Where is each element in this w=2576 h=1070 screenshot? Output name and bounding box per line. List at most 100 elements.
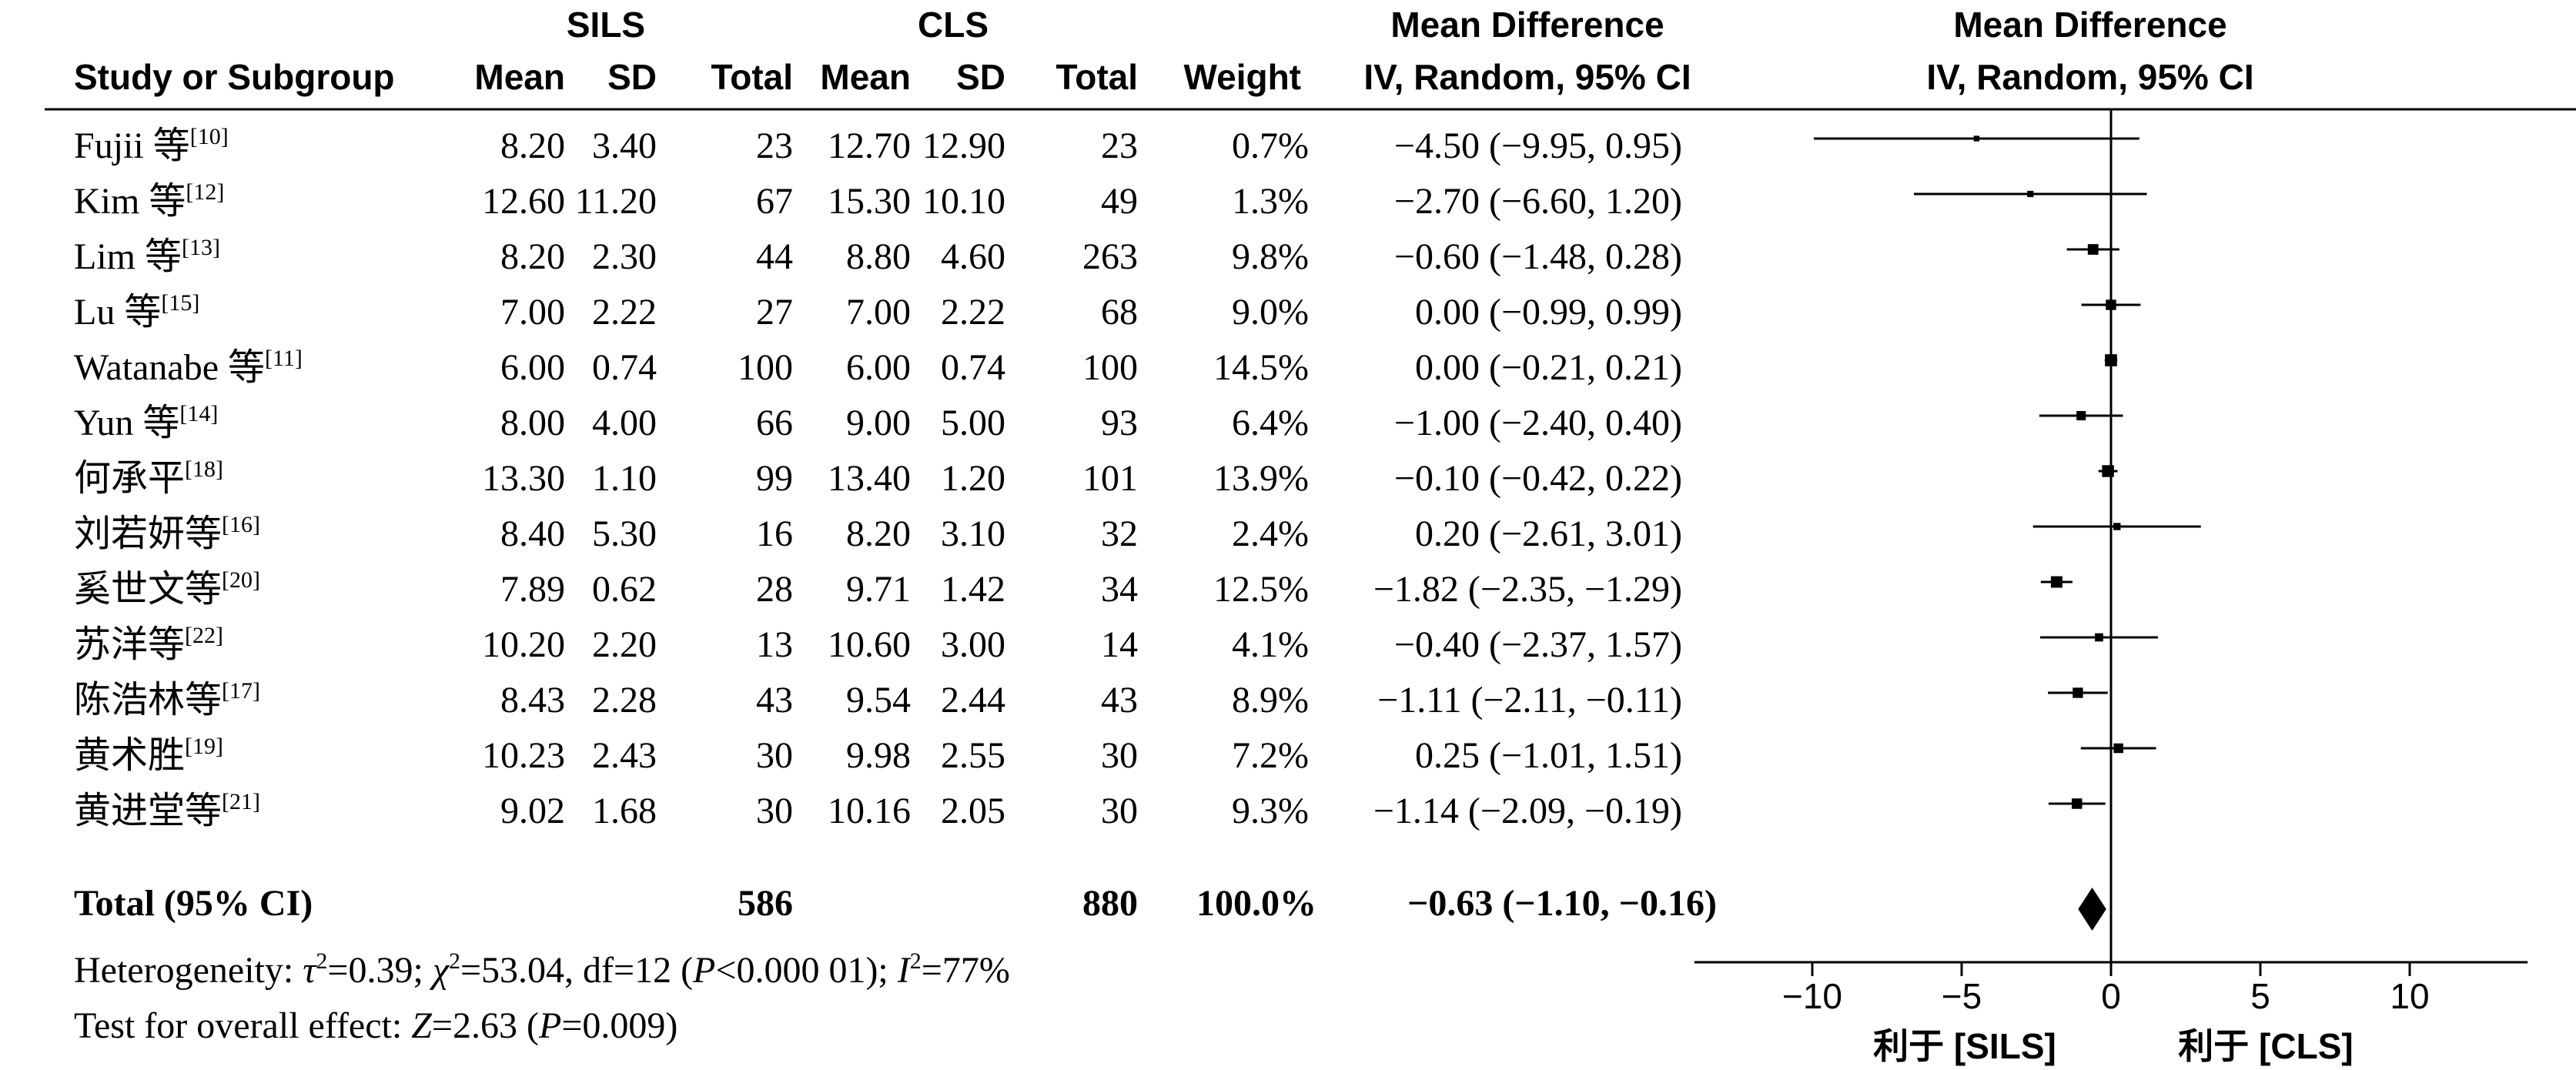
mean2-cell: 9.54 (846, 680, 911, 721)
total-n2: 880 (1082, 883, 1138, 924)
total1-cell: 13 (756, 624, 793, 665)
table-row: Yun 等[14] 8.00 4.00 66 9.00 5.00 93 6.4% −1.00 (… (74, 401, 1682, 443)
study-name: Lu 等[15] (74, 290, 199, 333)
study-col-header: Study or Subgroup (74, 57, 395, 97)
effect-square (2102, 465, 2114, 477)
sd2-cell: 3.10 (941, 513, 1005, 554)
effect-square (2113, 523, 2121, 530)
table-row: Watanabe 等[11] 6.00 0.74 100 6.00 0.74 100 14.5… (74, 346, 1682, 388)
effect-square (2087, 244, 2099, 255)
ci-cell: −4.50 (−9.95, 0.95) (1394, 125, 1682, 166)
effect-square (2071, 798, 2083, 809)
ci-cell: 0.20 (−2.61, 3.01) (1415, 513, 1682, 554)
x-tick-label: 5 (2250, 976, 2270, 1016)
sd1-cell: 1.68 (592, 791, 657, 831)
sd1-cell: 5.30 (592, 513, 657, 554)
sd1-cell: 2.43 (592, 735, 657, 776)
total1-cell: 99 (756, 458, 793, 499)
weight-header: Weight (1184, 57, 1301, 97)
weight-cell: 4.1% (1232, 624, 1309, 665)
sd2-cell: 5.00 (941, 403, 1005, 443)
total2-cell: 263 (1082, 236, 1138, 277)
x-tick-label: −5 (1942, 976, 1982, 1016)
mean2-cell: 12.70 (828, 125, 911, 166)
total2-cell: 14 (1101, 624, 1138, 665)
weight-cell: 0.7% (1232, 125, 1309, 166)
ci-cell: −1.11 (−2.11, −0.11) (1377, 680, 1682, 721)
mean1-cell: 10.20 (482, 624, 565, 665)
mean2-cell: 8.20 (846, 513, 911, 554)
total2-cell: 30 (1101, 735, 1138, 776)
x-tick-label: −10 (1782, 976, 1842, 1016)
total1-cell: 43 (756, 680, 793, 721)
study-name: 刘若妍等[16] (74, 512, 260, 554)
weight-cell: 8.9% (1232, 680, 1309, 721)
ci-cell: −0.40 (−2.37, 1.57) (1394, 624, 1682, 665)
sd2-cell: 12.90 (922, 125, 1005, 166)
table-row: 陈浩林等[17] 8.43 2.28 43 9.54 2.44 43 8.9% −1.11 (−… (74, 678, 1682, 721)
sd2-header: SD (956, 57, 1005, 97)
mean1-cell: 8.43 (500, 680, 565, 721)
ci-cell: −1.14 (−2.09, −0.19) (1373, 791, 1682, 831)
mean1-cell: 7.89 (500, 569, 565, 610)
total2-cell: 34 (1101, 569, 1138, 610)
total2-cell: 93 (1101, 403, 1138, 443)
total2-cell: 30 (1101, 791, 1138, 831)
study-name: 陈浩林等[17] (74, 678, 260, 721)
total-n1: 586 (738, 883, 793, 924)
sd1-cell: 0.74 (592, 347, 657, 388)
total2-cell: 32 (1101, 513, 1138, 554)
total-weight: 100.0% (1196, 883, 1316, 924)
table-row: Lu 等[15] 7.00 2.22 27 7.00 2.22 68 9.0% 0.00 (−0… (74, 290, 1682, 333)
ci-cell: 0.00 (−0.21, 0.21) (1415, 347, 1682, 388)
weight-cell: 9.3% (1232, 791, 1309, 831)
sd2-cell: 3.00 (941, 624, 1005, 665)
table-row: 黄术胜[19] 10.23 2.43 30 9.98 2.55 30 7.2% 0.25 (−1… (74, 734, 1682, 776)
effect-square (2073, 687, 2083, 698)
weight-cell: 9.8% (1232, 236, 1309, 277)
total-ci: −0.63 (−1.10, −0.16) (1407, 883, 1717, 924)
ci-cell: −0.10 (−0.42, 0.22) (1394, 458, 1682, 499)
mean2-cell: 9.98 (846, 735, 911, 776)
mean1-cell: 10.23 (482, 735, 565, 776)
weight-cell: 6.4% (1232, 403, 1309, 443)
sd1-cell: 2.20 (592, 624, 657, 665)
mean2-cell: 6.00 (846, 347, 911, 388)
study-name: 黄进堂等[21] (74, 789, 260, 831)
sd2-cell: 10.10 (922, 181, 1005, 222)
group1-header: SILS (567, 5, 645, 45)
mean1-cell: 8.20 (500, 236, 565, 277)
pooled-diamond (2078, 888, 2106, 931)
mean2-cell: 8.80 (846, 236, 911, 277)
effect-square (2106, 299, 2116, 310)
study-name: 何承平[18] (74, 456, 223, 499)
group2-header: CLS (918, 5, 989, 45)
effect-square (2113, 743, 2123, 754)
sd1-cell: 2.22 (592, 292, 657, 333)
effect-square (2027, 190, 2034, 198)
total2-header: Total (1056, 57, 1138, 97)
mean1-cell: 8.20 (500, 125, 565, 166)
total-label: Total (95% CI) (74, 883, 313, 924)
total1-cell: 66 (756, 403, 793, 443)
mean1-cell: 7.00 (500, 292, 565, 333)
sd2-cell: 2.55 (941, 735, 1005, 776)
mean1-cell: 6.00 (500, 347, 565, 388)
total2-cell: 49 (1101, 181, 1138, 222)
heterogeneity-text: Heterogeneity: τ2=0.39; χ2=53.04, df=12 … (74, 948, 1010, 991)
sd2-cell: 2.22 (941, 292, 1005, 333)
total1-cell: 67 (756, 181, 793, 222)
ci-cell: −2.70 (−6.60, 1.20) (1394, 181, 1682, 222)
table-row: Kim 等[12] 12.60 11.20 67 15.30 10.10 49 1.3% −2.… (74, 179, 1682, 222)
study-name: 奚世文等[20] (74, 567, 260, 610)
mean2-cell: 10.16 (828, 791, 911, 831)
effect-square (1973, 135, 1980, 142)
sd1-cell: 4.00 (592, 403, 657, 443)
study-name: Kim 等[12] (74, 179, 224, 222)
mean2-cell: 7.00 (846, 292, 911, 333)
sd1-header: SD (607, 57, 657, 97)
weight-cell: 12.5% (1213, 569, 1309, 610)
weight-cell: 7.2% (1232, 735, 1309, 776)
sd2-cell: 2.44 (941, 680, 1005, 721)
sd2-cell: 1.20 (941, 458, 1005, 499)
